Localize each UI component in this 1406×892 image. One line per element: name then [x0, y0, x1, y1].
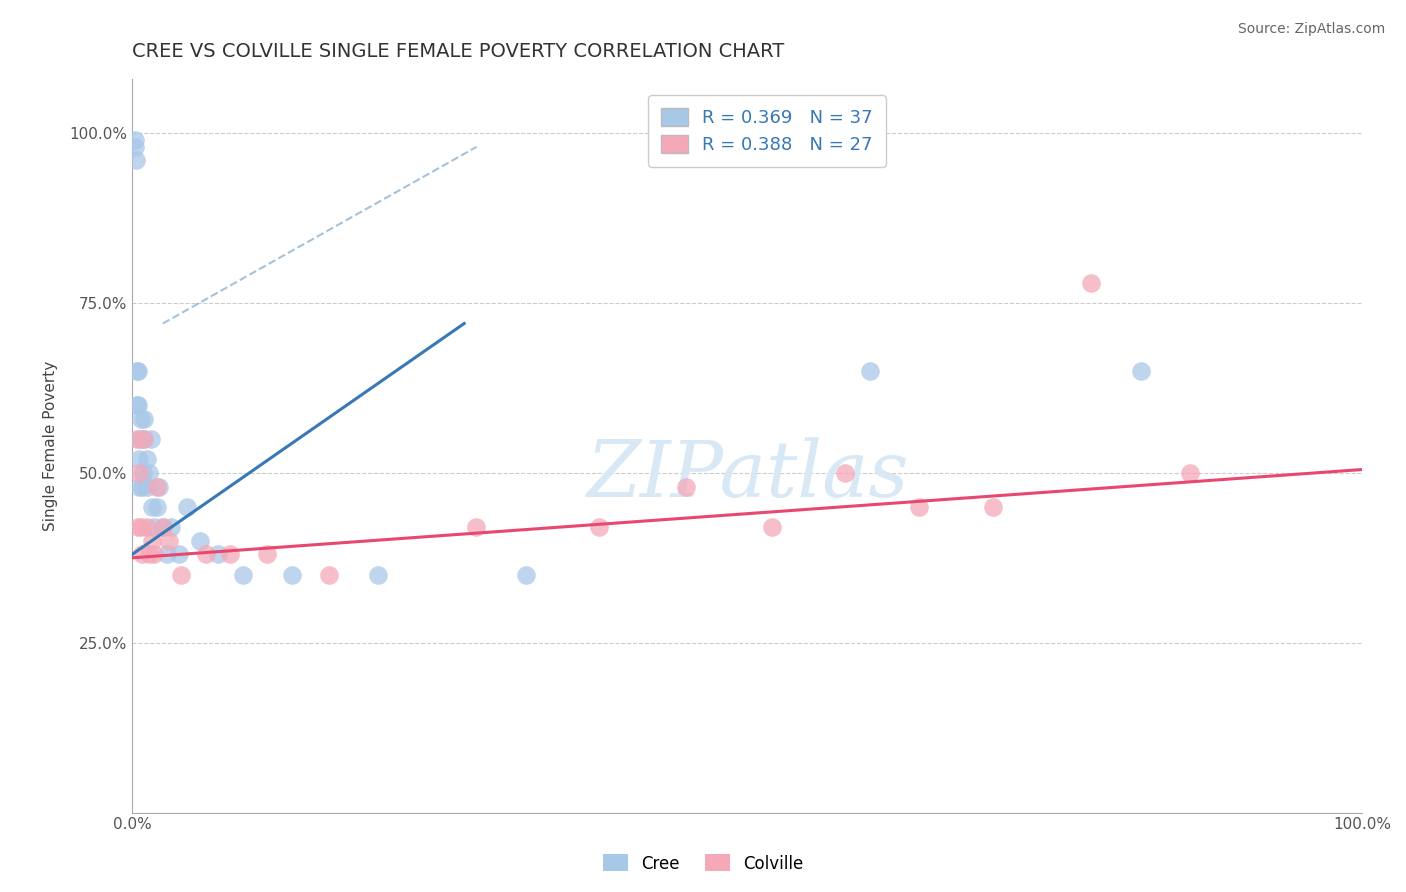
Point	[135, 520, 157, 534]
Point	[125, 153, 148, 168]
Point	[134, 432, 156, 446]
Point	[139, 432, 162, 446]
Point	[145, 479, 167, 493]
Point	[143, 520, 166, 534]
Point	[160, 520, 183, 534]
Point	[281, 567, 304, 582]
Point	[167, 548, 190, 562]
Point	[207, 548, 229, 562]
Text: ZIPatlas: ZIPatlas	[586, 437, 908, 513]
Point	[124, 140, 146, 154]
Text: CREE VS COLVILLE SINGLE FEMALE POVERTY CORRELATION CHART: CREE VS COLVILLE SINGLE FEMALE POVERTY C…	[132, 42, 785, 61]
Point	[1080, 276, 1102, 290]
Legend: R = 0.369   N = 37, R = 0.388   N = 27: R = 0.369 N = 37, R = 0.388 N = 27	[648, 95, 886, 167]
Point	[465, 520, 488, 534]
Point	[318, 567, 340, 582]
Point	[127, 398, 149, 412]
Point	[232, 567, 254, 582]
Point	[219, 548, 242, 562]
Point	[176, 500, 198, 514]
Point	[131, 432, 153, 446]
Point	[134, 411, 156, 425]
Point	[1129, 364, 1152, 378]
Point	[675, 479, 697, 493]
Point	[194, 548, 217, 562]
Point	[143, 548, 166, 562]
Point	[128, 432, 150, 446]
Point	[515, 567, 537, 582]
Point	[152, 520, 174, 534]
Point	[129, 520, 152, 534]
Point	[125, 432, 148, 446]
Point	[188, 533, 211, 548]
Point	[1178, 466, 1201, 480]
Point	[256, 548, 278, 562]
Point	[132, 466, 155, 480]
Point	[127, 520, 149, 534]
Point	[170, 567, 193, 582]
Point	[145, 500, 167, 514]
Point	[908, 500, 931, 514]
Point	[859, 364, 882, 378]
Point	[135, 452, 157, 467]
Point	[152, 520, 174, 534]
Point	[141, 533, 163, 548]
Point	[834, 466, 856, 480]
Point	[128, 479, 150, 493]
Point	[135, 479, 157, 493]
Point	[134, 432, 156, 446]
Point	[131, 479, 153, 493]
Point	[148, 479, 170, 493]
Point	[761, 520, 783, 534]
Point	[125, 398, 148, 412]
Point	[588, 520, 610, 534]
Point	[138, 548, 160, 562]
Point	[129, 411, 152, 425]
Point	[131, 548, 153, 562]
Point	[128, 452, 150, 467]
Point	[124, 133, 146, 147]
Point	[128, 466, 150, 480]
Point	[155, 548, 177, 562]
Point	[367, 567, 389, 582]
Legend: Cree, Colville: Cree, Colville	[596, 847, 810, 880]
Point	[141, 500, 163, 514]
Point	[127, 364, 149, 378]
Point	[125, 364, 148, 378]
Point	[157, 533, 180, 548]
Y-axis label: Single Female Poverty: Single Female Poverty	[44, 360, 58, 531]
Text: Source: ZipAtlas.com: Source: ZipAtlas.com	[1237, 22, 1385, 37]
Point	[138, 466, 160, 480]
Point	[981, 500, 1004, 514]
